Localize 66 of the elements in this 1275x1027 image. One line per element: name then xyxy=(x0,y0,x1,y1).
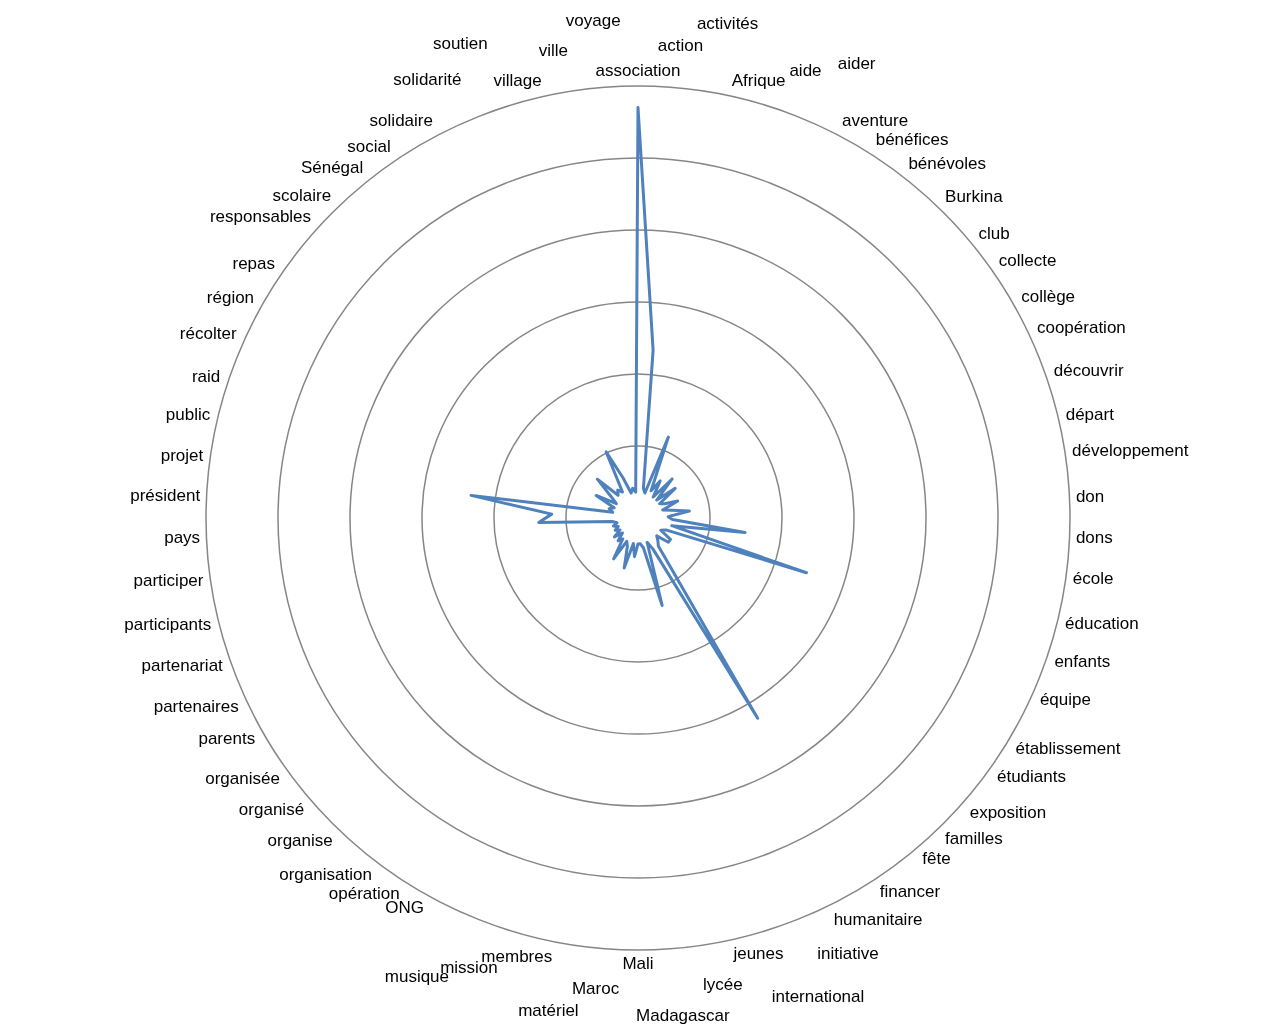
spoke-label: action xyxy=(657,36,704,56)
spoke-label: projet xyxy=(160,445,204,465)
spoke-label: international xyxy=(771,987,865,1007)
spoke-label: raid xyxy=(191,367,221,387)
spoke-label: village xyxy=(493,71,542,91)
spoke-label: participants xyxy=(124,615,212,634)
spoke-label: collecte xyxy=(998,250,1057,270)
spoke-label: Maroc xyxy=(571,979,620,999)
spoke-label: club xyxy=(978,223,1010,243)
spoke-label: récolter xyxy=(179,323,237,343)
spoke-label: organisé xyxy=(238,799,305,819)
spoke-label: lycée xyxy=(702,974,743,994)
spoke-label: matériel xyxy=(518,1001,579,1021)
spoke-label: voyage xyxy=(565,10,621,30)
spoke-label: Sénégal xyxy=(300,157,364,177)
spoke-label: exposition xyxy=(969,802,1047,822)
spoke-label: ONG xyxy=(385,898,424,918)
spoke-label: repas xyxy=(232,254,276,274)
spoke-label: enfants xyxy=(1054,652,1111,672)
spoke-label: parents xyxy=(198,728,256,748)
spoke-label: activités xyxy=(696,13,759,33)
spoke-label: école xyxy=(1072,569,1114,589)
spoke-label: collège xyxy=(1021,286,1076,306)
spoke-label: dons xyxy=(1075,528,1113,548)
spoke-label: bénéfices xyxy=(875,130,949,150)
spoke-label: organisation xyxy=(279,865,372,885)
spoke-label: ville xyxy=(538,41,569,61)
spoke-label: étudiants xyxy=(996,767,1066,787)
spoke-label: fête xyxy=(922,849,951,869)
spoke-label: partenariat xyxy=(141,655,224,675)
spoke-label: solidaire xyxy=(369,111,433,131)
spoke-label: participer xyxy=(133,571,204,591)
spoke-label: organisée xyxy=(205,768,280,788)
spoke-label: Mali xyxy=(622,954,654,974)
spoke-label: coopération xyxy=(1036,318,1126,338)
spoke-label: don xyxy=(1075,487,1105,507)
spoke-label: partenaires xyxy=(153,696,239,716)
spoke-label: humanitaire xyxy=(833,909,923,929)
spoke-label: organise xyxy=(267,830,333,850)
spoke-label: initiative xyxy=(817,943,879,963)
spoke-label: Burkina xyxy=(945,186,1004,206)
spoke-label: aide xyxy=(789,61,822,81)
spoke-label: découvrir xyxy=(1053,361,1124,381)
spoke-label: président xyxy=(130,486,201,506)
spoke-label: éducation xyxy=(1065,613,1139,633)
spoke-label: scolaire xyxy=(272,186,332,206)
spoke-label: jeunes xyxy=(732,944,784,964)
spoke-label: responsables xyxy=(209,206,312,226)
spoke-label: développement xyxy=(1072,441,1189,461)
spoke-label: familles xyxy=(945,828,1003,848)
spoke-label: soutien xyxy=(432,34,488,54)
spoke-label: association xyxy=(595,61,681,81)
spoke-label: départ xyxy=(1065,404,1115,424)
spoke-label: solidarité xyxy=(393,70,462,90)
spoke-label: établissement xyxy=(1015,739,1121,759)
spoke-label: social xyxy=(347,137,391,157)
spoke-label: financer xyxy=(879,881,941,901)
spoke-label: aider xyxy=(837,53,876,73)
spoke-label: public xyxy=(165,404,211,424)
spoke-label: Madagascar xyxy=(636,1006,730,1026)
spoke-label: aventure xyxy=(842,110,909,130)
spoke-label: région xyxy=(206,288,255,308)
spoke-label: équipe xyxy=(1039,690,1091,710)
spoke-label: bénévoles xyxy=(908,153,986,173)
spoke-label: Afrique xyxy=(731,70,786,90)
spoke-label: pays xyxy=(164,528,201,548)
